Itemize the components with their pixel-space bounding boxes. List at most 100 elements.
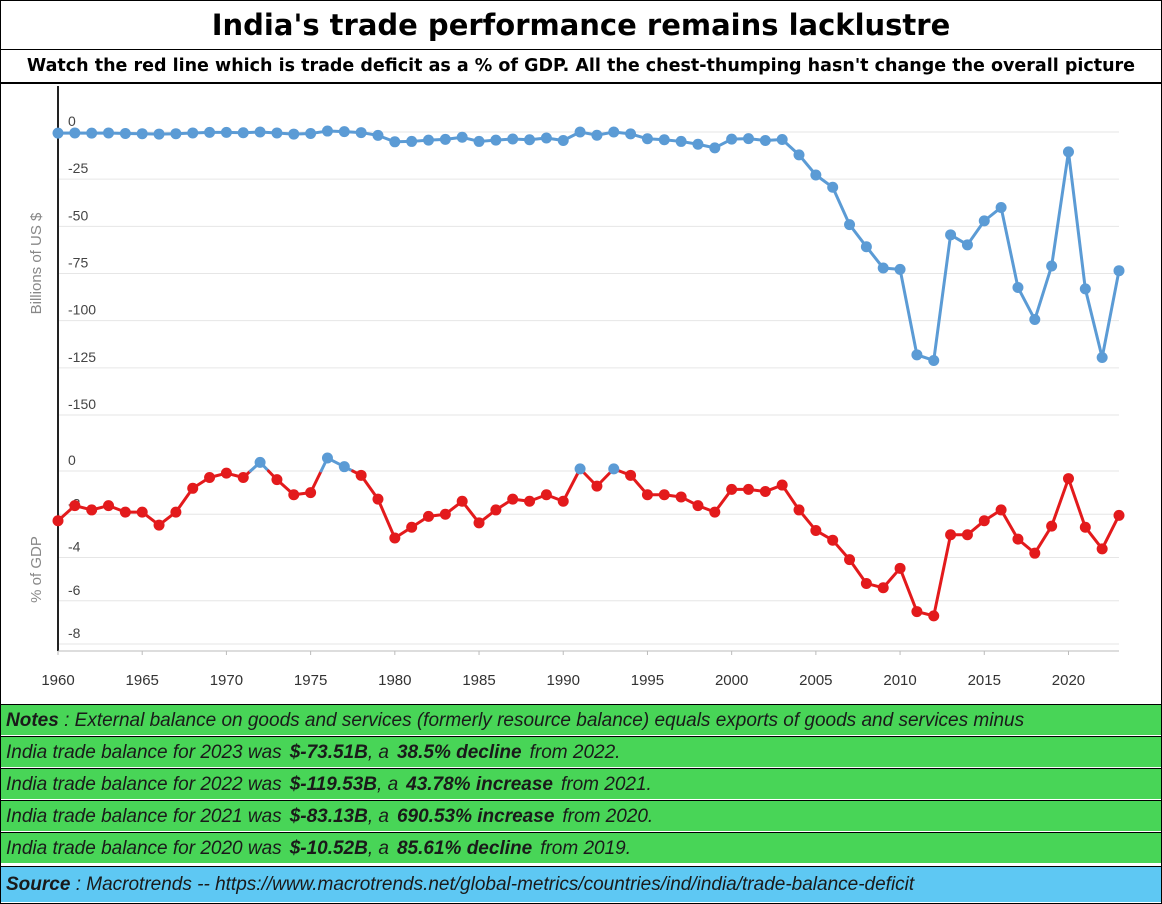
data-point-trade-balance bbox=[187, 127, 199, 139]
series-segment-pct-gdp bbox=[1050, 477, 1070, 528]
data-point-pct-gdp bbox=[439, 508, 451, 520]
data-point-pct-gdp bbox=[170, 506, 182, 518]
data-point-trade-balance bbox=[439, 133, 451, 145]
note-mid: , a bbox=[367, 838, 389, 859]
x-tick-label: 1980 bbox=[378, 672, 411, 689]
notes-row: Notes : External balance on goods and se… bbox=[1, 704, 1161, 735]
data-point-pct-gdp bbox=[372, 493, 384, 505]
data-point-pct-gdp bbox=[321, 452, 333, 464]
data-point-trade-balance bbox=[103, 127, 115, 139]
y-tick-label: 0 bbox=[68, 452, 76, 468]
x-tick-label: 1965 bbox=[126, 672, 159, 689]
data-point-pct-gdp bbox=[557, 495, 569, 507]
series-segment-pct-gdp bbox=[1066, 477, 1087, 529]
note-line: India trade balance for 2020 was $-10.52B… bbox=[1, 832, 1161, 863]
chart-subtitle: Watch the red line which is trade defici… bbox=[1, 50, 1161, 84]
data-point-trade-balance bbox=[271, 127, 283, 139]
data-point-pct-gdp bbox=[625, 469, 637, 481]
data-point-trade-balance bbox=[945, 229, 957, 241]
y-tick-label: -25 bbox=[68, 160, 88, 176]
note-post: from 2022. bbox=[529, 742, 621, 763]
data-point-trade-balance bbox=[52, 127, 64, 139]
data-point-trade-balance bbox=[220, 126, 232, 138]
data-point-trade-balance bbox=[1079, 283, 1091, 295]
data-point-pct-gdp bbox=[945, 529, 957, 541]
notes-label: Notes bbox=[6, 710, 59, 731]
data-point-trade-balance bbox=[1062, 146, 1074, 158]
data-point-trade-balance bbox=[928, 354, 940, 366]
data-point-trade-balance bbox=[540, 132, 552, 144]
data-point-pct-gdp bbox=[1113, 509, 1125, 521]
source-text: Macrotrends -- https://www.macrotrends.n… bbox=[86, 874, 915, 895]
notes-text: External balance on goods and services (… bbox=[74, 710, 1025, 731]
note-change: 690.53% increase bbox=[396, 806, 555, 827]
data-point-pct-gdp bbox=[844, 554, 856, 566]
data-point-pct-gdp bbox=[271, 474, 283, 486]
data-point-trade-balance bbox=[675, 135, 687, 147]
data-point-pct-gdp bbox=[389, 532, 401, 544]
data-point-pct-gdp bbox=[254, 456, 266, 468]
series-segment-pct-gdp bbox=[1100, 513, 1121, 551]
note-value: $-73.51B bbox=[289, 742, 368, 763]
data-point-pct-gdp bbox=[1079, 521, 1091, 533]
data-point-trade-balance bbox=[894, 263, 906, 275]
data-point-trade-balance bbox=[254, 126, 266, 138]
note-pre: India trade balance for 2022 was bbox=[6, 774, 282, 795]
data-point-trade-balance bbox=[608, 126, 620, 138]
data-point-pct-gdp bbox=[1046, 520, 1058, 532]
data-point-trade-balance bbox=[237, 127, 249, 139]
data-point-trade-balance bbox=[810, 169, 822, 181]
y-axis-label: Billions of US $ bbox=[28, 212, 45, 314]
data-point-trade-balance bbox=[153, 128, 165, 140]
data-point-trade-balance bbox=[389, 136, 401, 148]
data-point-trade-balance bbox=[995, 201, 1007, 213]
series-segment-pct-gdp bbox=[999, 508, 1020, 541]
data-point-pct-gdp bbox=[810, 524, 822, 536]
data-point-pct-gdp bbox=[52, 515, 64, 527]
data-point-trade-balance bbox=[355, 127, 367, 139]
data-point-trade-balance bbox=[406, 135, 418, 147]
y-tick-label: -75 bbox=[68, 255, 88, 271]
data-point-pct-gdp bbox=[69, 500, 81, 512]
data-point-trade-balance bbox=[742, 133, 754, 145]
x-tick-label: 1990 bbox=[547, 672, 580, 689]
series-segment-pct-gdp bbox=[561, 469, 581, 503]
data-point-pct-gdp bbox=[658, 489, 670, 501]
data-point-trade-balance bbox=[793, 149, 805, 161]
note-post: from 2021. bbox=[560, 774, 652, 795]
data-point-trade-balance bbox=[423, 134, 435, 146]
data-point-trade-balance bbox=[288, 128, 300, 140]
data-point-trade-balance bbox=[877, 262, 889, 274]
data-point-pct-gdp bbox=[204, 471, 216, 483]
data-point-pct-gdp bbox=[759, 486, 771, 498]
data-point-trade-balance bbox=[69, 127, 81, 139]
note-change: 43.78% increase bbox=[406, 774, 553, 795]
x-tick-label: 2000 bbox=[715, 672, 748, 689]
data-point-trade-balance bbox=[1113, 265, 1125, 277]
note-change: 38.5% decline bbox=[396, 742, 522, 763]
chart-title: India's trade performance remains lacklu… bbox=[1, 1, 1161, 50]
data-point-pct-gdp bbox=[692, 500, 704, 512]
series-line-trade-balance bbox=[57, 129, 1121, 362]
data-point-pct-gdp bbox=[1096, 543, 1108, 555]
data-point-trade-balance bbox=[473, 135, 485, 147]
data-point-pct-gdp bbox=[928, 610, 940, 622]
data-point-pct-gdp bbox=[877, 582, 889, 594]
data-point-trade-balance bbox=[507, 133, 519, 145]
data-point-trade-balance bbox=[726, 133, 738, 145]
x-tick-label: 2010 bbox=[883, 672, 916, 689]
note-line: India trade balance for 2022 was $-119.53… bbox=[1, 768, 1161, 799]
data-point-trade-balance bbox=[709, 142, 721, 154]
data-point-trade-balance bbox=[86, 127, 98, 139]
data-point-pct-gdp bbox=[961, 529, 973, 541]
data-point-pct-gdp bbox=[136, 506, 148, 518]
x-tick-label: 1985 bbox=[462, 672, 495, 689]
data-point-trade-balance bbox=[911, 349, 923, 361]
data-point-pct-gdp bbox=[524, 495, 536, 507]
data-point-pct-gdp bbox=[995, 504, 1007, 516]
series-segment-pct-gdp bbox=[932, 533, 953, 618]
data-point-pct-gdp bbox=[911, 606, 923, 618]
data-point-pct-gdp bbox=[1012, 533, 1024, 545]
data-point-pct-gdp bbox=[1029, 547, 1041, 559]
data-point-pct-gdp bbox=[153, 519, 165, 531]
